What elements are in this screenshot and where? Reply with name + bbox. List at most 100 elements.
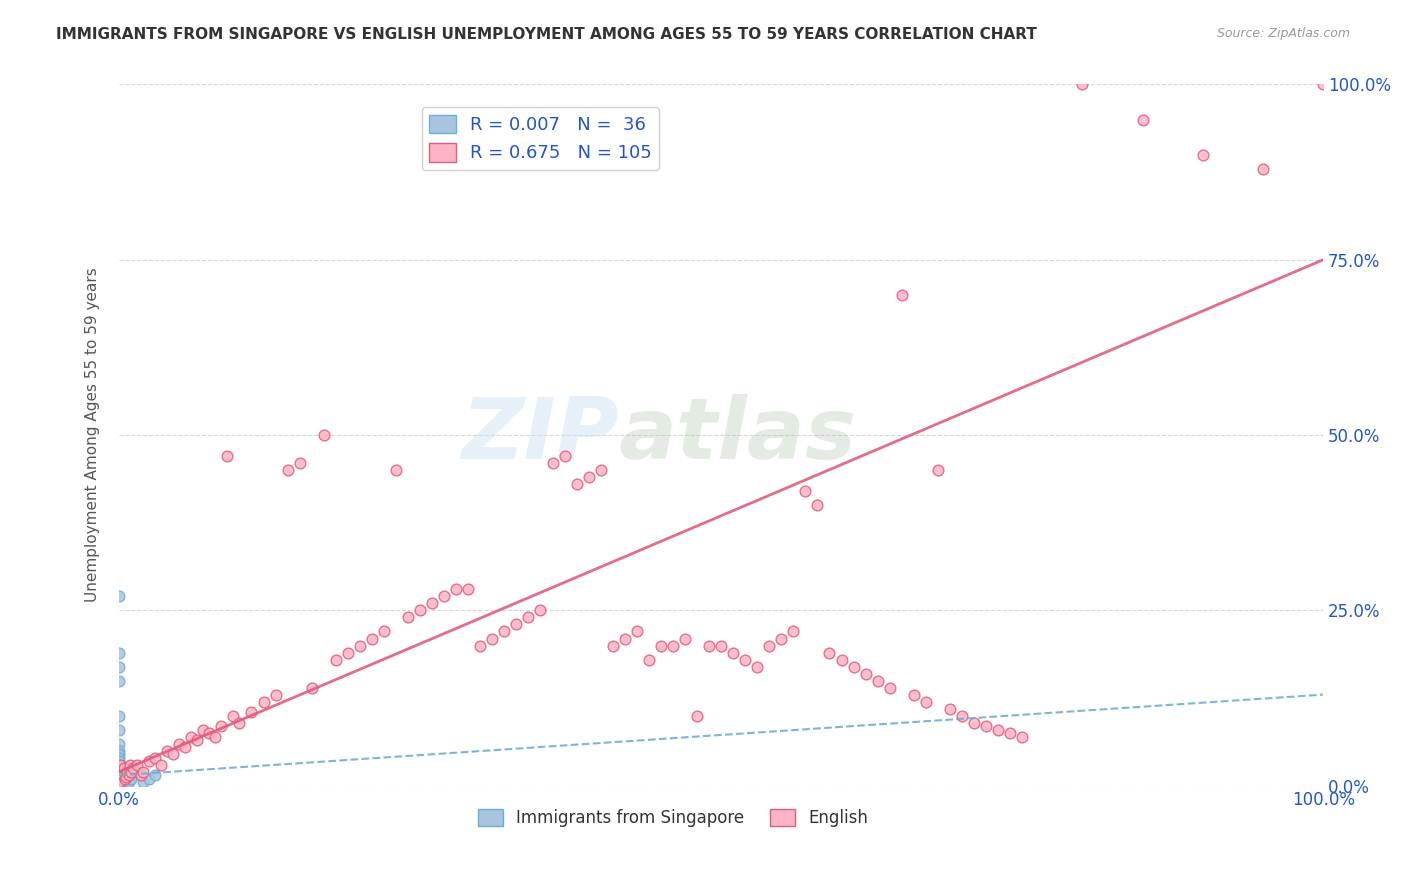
Point [162,747,184,762]
Point [108,777,131,791]
Point [301,681,323,695]
Point [361,632,384,646]
Point [138,754,160,768]
Point [433,590,456,604]
Y-axis label: Unemployment Among Ages 55 to 59 years: Unemployment Among Ages 55 to 59 years [86,268,100,602]
Point [209,719,232,733]
Point [115,770,138,784]
Point [186,733,208,747]
Point [118,757,141,772]
Point [650,639,672,653]
Point [494,624,516,639]
Point [998,726,1021,740]
Point [782,624,804,639]
Point [602,639,624,653]
Point [505,617,527,632]
Point [228,715,250,730]
Point [127,757,149,772]
Point [108,775,131,789]
Point [710,639,733,653]
Point [114,775,136,789]
Legend: Immigrants from Singapore, English: Immigrants from Singapore, English [471,802,875,833]
Point [349,639,371,653]
Point [770,632,793,646]
Point [118,775,141,789]
Point [143,768,166,782]
Point [758,639,780,653]
Point [122,761,145,775]
Point [118,768,141,782]
Point [108,770,131,784]
Point [420,596,443,610]
Point [180,730,202,744]
Point [409,603,432,617]
Point [108,764,131,779]
Point [108,778,131,792]
Point [613,632,636,646]
Point [626,624,648,639]
Point [108,768,131,782]
Point [963,715,986,730]
Point [150,757,173,772]
Point [198,726,221,740]
Point [987,723,1010,737]
Point [204,730,226,744]
Point [312,428,335,442]
Point [686,708,709,723]
Point [108,590,131,604]
Point [554,449,576,463]
Point [517,610,540,624]
Point [890,288,912,302]
Point [132,764,155,779]
Point [529,603,551,617]
Point [108,773,131,788]
Point [222,708,245,723]
Point [806,498,828,512]
Point [108,708,131,723]
Point [108,744,131,758]
Point [110,764,132,779]
Point [114,772,136,786]
Point [721,646,744,660]
Point [842,659,865,673]
Point [132,775,155,789]
Point [110,775,132,789]
Point [108,723,131,737]
Point [108,775,131,789]
Point [1312,78,1334,92]
Point [112,761,135,775]
Point [129,768,152,782]
Point [589,463,612,477]
Point [108,764,131,779]
Point [108,750,131,764]
Point [108,779,131,793]
Point [117,764,139,779]
Point [734,652,756,666]
Point [697,639,720,653]
Point [939,701,962,715]
Point [108,779,131,793]
Point [336,646,359,660]
Point [1132,112,1154,127]
Point [879,681,901,695]
Point [138,772,160,786]
Text: IMMIGRANTS FROM SINGAPORE VS ENGLISH UNEMPLOYMENT AMONG AGES 55 TO 59 YEARS CORR: IMMIGRANTS FROM SINGAPORE VS ENGLISH UNE… [56,27,1038,42]
Point [264,688,287,702]
Point [794,484,817,499]
Point [108,757,131,772]
Point [108,747,131,762]
Point [1071,78,1094,92]
Point [120,764,142,779]
Point [541,456,564,470]
Text: ZIP: ZIP [461,393,619,476]
Point [1251,161,1274,176]
Point [662,639,685,653]
Point [167,737,190,751]
Point [914,695,936,709]
Point [974,719,997,733]
Point [108,772,131,786]
Point [385,463,408,477]
Point [108,754,131,768]
Point [373,624,395,639]
Point [252,695,274,709]
